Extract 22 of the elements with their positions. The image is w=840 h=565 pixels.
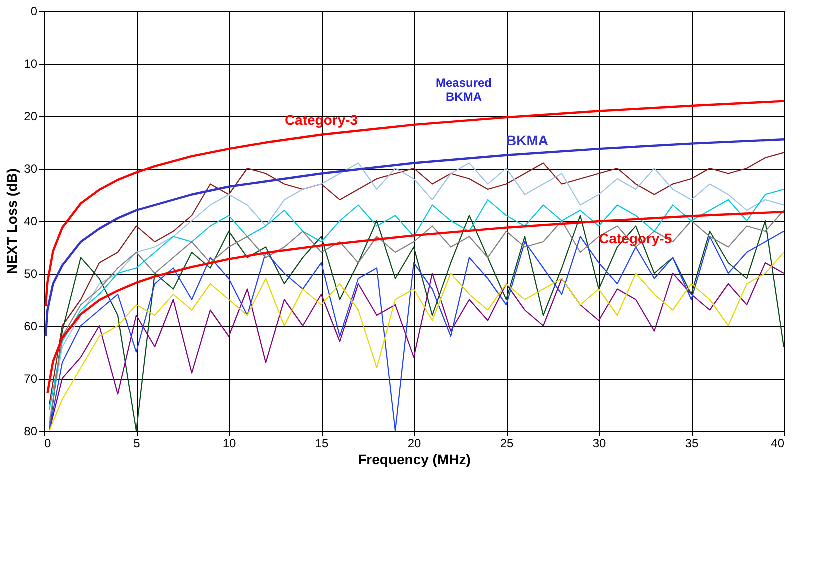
x-tick-label: 30 xyxy=(592,436,606,450)
x-tick-label: 40 xyxy=(771,436,785,450)
y-tick-label: 60 xyxy=(24,320,38,334)
x-tick-label: 10 xyxy=(222,436,236,450)
y-axis-title: NEXT Loss (dB) xyxy=(4,168,20,274)
y-tick-label: 70 xyxy=(24,372,38,386)
y-tick-label: 0 xyxy=(30,4,38,18)
line-series xyxy=(46,210,784,394)
x-tick-label: 0 xyxy=(44,436,52,450)
x-tick-label: 20 xyxy=(408,436,422,450)
x-tick-label: 35 xyxy=(685,436,699,450)
y-tick-label: 40 xyxy=(24,214,38,228)
y-tick-label: 10 xyxy=(24,57,38,71)
y-tick-label: 30 xyxy=(24,162,38,176)
y-tick-label: 20 xyxy=(24,110,38,124)
y-tick-label: 50 xyxy=(24,267,38,281)
annotation: Measured BKMA xyxy=(436,76,492,104)
x-tick-label: 5 xyxy=(134,436,141,450)
x-tick-label: 15 xyxy=(315,436,329,450)
x-tick-label: 25 xyxy=(500,436,514,450)
y-tick-label: 80 xyxy=(24,424,38,438)
x-axis-title: Frequency (MHz) xyxy=(358,452,471,468)
